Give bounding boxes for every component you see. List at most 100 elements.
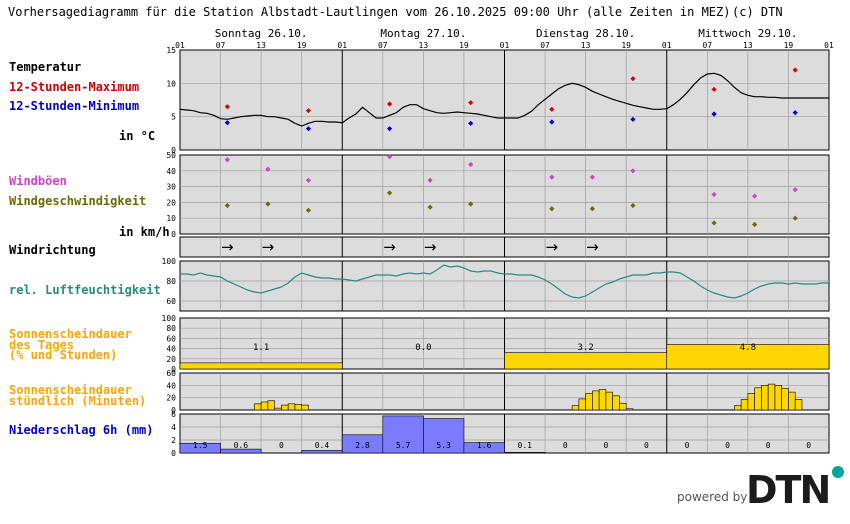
gust-point bbox=[386, 153, 393, 160]
day-label: Montag 27.10. bbox=[380, 27, 466, 40]
sunshine-hour-bar bbox=[598, 389, 607, 411]
precip-bar bbox=[504, 452, 546, 454]
label-temperatur: Temperatur bbox=[9, 60, 81, 74]
wind-speed-point bbox=[468, 201, 474, 207]
y-tick-label: 0 bbox=[171, 365, 176, 374]
sunshine-hour-bar bbox=[740, 399, 749, 411]
sunshine-day-bar bbox=[179, 362, 343, 370]
sunshine-hour-bar bbox=[625, 408, 634, 411]
min-point bbox=[468, 120, 474, 126]
hour-tick: 19 bbox=[297, 41, 307, 50]
y-tick-label: 100 bbox=[162, 314, 177, 323]
sunshine-hour-bar bbox=[747, 393, 755, 411]
min-point bbox=[792, 110, 798, 116]
y-tick-label: 4 bbox=[171, 423, 176, 432]
precip-bar bbox=[220, 448, 262, 454]
sunshine-day-bar bbox=[504, 352, 668, 370]
hour-tick: 07 bbox=[702, 41, 712, 50]
wind-speed-point bbox=[386, 190, 393, 196]
y-tick-label: 15 bbox=[166, 46, 176, 55]
y-tick-label: 20 bbox=[166, 198, 176, 207]
min-point bbox=[386, 126, 393, 132]
y-tick-label: 0 bbox=[171, 406, 176, 415]
precip-bar bbox=[301, 450, 343, 454]
gust-point bbox=[630, 168, 636, 174]
sunshine-hour-bar bbox=[585, 393, 593, 411]
day-label: Mittwoch 29.10. bbox=[698, 27, 797, 40]
sunshine-hour-bar bbox=[294, 404, 302, 411]
sunshine-hour-bar bbox=[794, 399, 803, 411]
wind-speed-point bbox=[711, 220, 717, 226]
min-point bbox=[630, 116, 636, 122]
hour-tick: 13 bbox=[419, 41, 429, 50]
sunshine-hour-bar bbox=[619, 402, 627, 411]
y-tick-label: 100 bbox=[162, 257, 177, 266]
max-point bbox=[792, 67, 798, 73]
y-tick-label: 40 bbox=[166, 345, 176, 354]
precip-label: 0 bbox=[563, 441, 568, 450]
sunshine-hour-bar bbox=[274, 407, 282, 411]
panel-wind: 0 10 20 30 40 50 bbox=[166, 151, 830, 239]
sunshine-hour-bar bbox=[734, 405, 742, 411]
y-tick-label: 20 bbox=[166, 394, 176, 403]
wind-speed-point bbox=[224, 202, 230, 209]
y-tick-label: 0 bbox=[171, 449, 176, 458]
y-tick-label: 10 bbox=[166, 214, 176, 223]
sunshine-day-label: 4.8 bbox=[740, 343, 756, 353]
panel-temperature: 0 5 10 15 bbox=[166, 46, 830, 155]
label-feuchte: rel. Luftfeuchtigkeit bbox=[9, 283, 161, 297]
max-point bbox=[305, 108, 312, 114]
y-tick-label: 2 bbox=[171, 436, 176, 445]
min-point bbox=[305, 126, 312, 132]
day-label: Sonntag 26.10. bbox=[215, 27, 308, 40]
wind-speed-point bbox=[265, 201, 271, 207]
wind-arrow: → bbox=[262, 238, 275, 256]
sunshine-hour-bar bbox=[767, 383, 776, 411]
y-tick-label: 50 bbox=[166, 151, 176, 160]
label-windgeschwindigkeit: Windgeschwindigkeit bbox=[9, 194, 146, 208]
panel-wind-direction: → → → → → → bbox=[179, 236, 830, 258]
sunshine-hour-bar bbox=[761, 385, 769, 411]
hour-tick: 19 bbox=[621, 41, 631, 50]
hour-tick: 13 bbox=[743, 41, 753, 50]
y-tick-label: 0 bbox=[171, 146, 176, 155]
y-tick-label: 10 bbox=[166, 79, 176, 88]
wind-speed-point bbox=[630, 202, 636, 209]
max-point bbox=[224, 104, 230, 110]
sunshine-hour-bar bbox=[612, 395, 620, 411]
wind-speed-point bbox=[792, 215, 798, 221]
y-tick-label: 6 bbox=[171, 410, 176, 419]
sunshine-hour-bar bbox=[301, 404, 309, 411]
y-tick-label: 60 bbox=[166, 334, 176, 343]
gust-point bbox=[468, 161, 474, 168]
wind-speed-point bbox=[752, 221, 758, 228]
label-sonne-tag-2: des Tages bbox=[9, 338, 74, 352]
panel-humidity: 60 80 100 bbox=[162, 257, 830, 312]
label-max: 12-Stunden-Maximum bbox=[9, 80, 139, 94]
sunshine-day-label: 0.0 bbox=[415, 343, 431, 353]
precip-label: 0 bbox=[279, 441, 284, 450]
precip-label: 0 bbox=[725, 441, 730, 450]
panel-sunshine-hourly: 0 20 40 60 bbox=[166, 369, 830, 415]
precip-bar bbox=[423, 418, 465, 454]
min-point bbox=[711, 111, 717, 117]
sunshine-hour-bar bbox=[287, 403, 296, 411]
y-tick-label: 80 bbox=[166, 277, 176, 286]
gust-point bbox=[711, 191, 717, 198]
label-sonne-std-2: stündlich (Minuten) bbox=[9, 394, 146, 408]
gust-point bbox=[265, 166, 271, 172]
label-sonne-tag-1: Sonnenscheindauer bbox=[9, 327, 132, 341]
precip-label: 5.7 bbox=[396, 441, 411, 450]
sunshine-day-label: 1.1 bbox=[253, 343, 269, 353]
y-tick-label: 80 bbox=[166, 324, 176, 333]
label-niederschlag: Niederschlag 6h (mm) bbox=[9, 423, 154, 437]
precip-bar bbox=[463, 442, 505, 454]
panel-precipitation: 0 2 4 6 1.5 0.6 0 0.4 2.8 5.7 5.3 1.6 0.1 0 0 0 0 0 0 0 bbox=[171, 410, 830, 458]
precip-label: 0.4 bbox=[315, 441, 330, 450]
gust-point bbox=[792, 187, 798, 193]
page-title: Vorhersagediagramm für die Station Albst… bbox=[8, 5, 730, 19]
precip-label: 1.5 bbox=[193, 441, 208, 450]
precip-bar bbox=[382, 415, 424, 454]
max-point bbox=[711, 86, 717, 92]
